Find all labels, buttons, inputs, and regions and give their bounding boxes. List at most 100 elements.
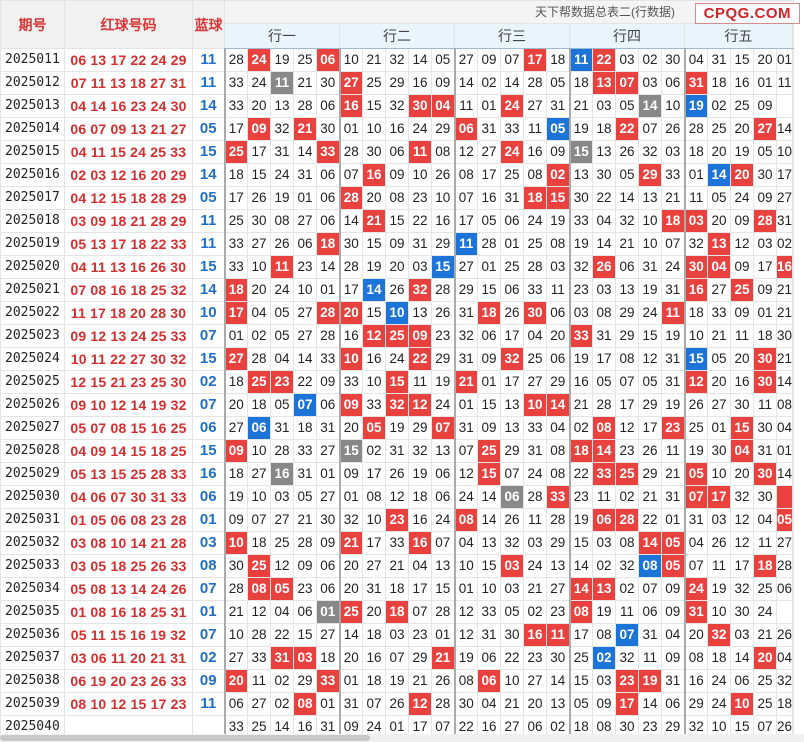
data-cell: 07: [431, 416, 455, 440]
data-cell: 27: [247, 462, 271, 486]
data-cell: 05: [592, 370, 616, 394]
data-cell: 25: [385, 324, 409, 348]
table-row: 2025037 03 06 11 20 21 31 02 27 33 31 03 18 20 16…: [0, 646, 795, 670]
data-cell: 17: [223, 117, 248, 141]
data-cell: 21: [707, 324, 731, 348]
data-cell: 19: [385, 669, 409, 693]
data-cell: 22: [270, 623, 294, 647]
data-cell: 20: [362, 186, 386, 210]
group-header-2: 行二: [339, 23, 455, 49]
data-cell: 33: [568, 324, 593, 348]
data-cell: 12: [247, 600, 271, 624]
data-cell: 07: [408, 600, 432, 624]
overflow-cell: [792, 393, 795, 417]
data-cell: 01: [431, 623, 455, 647]
data-cell: 16: [408, 531, 432, 555]
data-cell: 02: [270, 669, 294, 693]
data-cell: 20: [523, 692, 547, 716]
data-cell: 14: [408, 48, 432, 72]
data-cell: 10: [453, 554, 478, 578]
data-cell: 10: [661, 94, 685, 118]
data-cell: 08: [615, 347, 639, 371]
data-cell: 03: [592, 531, 616, 555]
data-cell: 16: [730, 71, 754, 95]
data-cell: 22: [500, 646, 524, 670]
data-cell: 22: [408, 209, 432, 233]
table-row: 2025013 04 14 16 23 24 30 14 33 20 13 28 06 16 15…: [0, 94, 795, 118]
data-cell: 12: [362, 324, 386, 348]
data-cell: 19: [408, 462, 432, 486]
horizontal-scrollbar[interactable]: [0, 734, 804, 742]
data-cell: 17: [775, 163, 794, 187]
data-cell: 18: [707, 646, 731, 670]
table-row: 2025033 03 05 18 25 26 33 08 30 25 12 09 06 20 27…: [0, 554, 795, 578]
data-cell: 04: [707, 255, 731, 279]
data-cell: 31: [683, 600, 708, 624]
table-row: 2025036 05 11 15 16 19 32 07 10 28 22 15 27 14 18…: [0, 623, 795, 647]
scrollbar-thumb[interactable]: [0, 735, 370, 741]
data-cell: 05: [362, 416, 386, 440]
table-row: 2025015 04 11 15 24 25 33 15 25 17 31 14 33 28 30…: [0, 140, 795, 164]
data-cell: 06: [316, 577, 340, 601]
data-cell: 12: [408, 692, 432, 716]
red-ball-numbers: 04 06 07 30 31 33: [64, 485, 193, 509]
data-cell: 24: [638, 301, 662, 325]
data-cell: 15: [683, 347, 708, 371]
data-cell: 05: [270, 577, 294, 601]
data-cell: 20: [362, 600, 386, 624]
data-cell: 12: [730, 508, 754, 532]
data-cell: 15: [247, 163, 271, 187]
data-cell: 08: [568, 600, 593, 624]
data-cell: 01: [316, 600, 340, 624]
data-cell: 31: [453, 347, 478, 371]
data-cell: 17: [638, 416, 662, 440]
data-cell: 10: [338, 347, 363, 371]
data-cell: 03: [592, 94, 616, 118]
data-cell: 01: [707, 416, 731, 440]
data-cell: 29: [385, 71, 409, 95]
issue-number: 2025024: [0, 347, 65, 371]
data-cell: 10: [223, 623, 248, 647]
data-cell: 30: [500, 623, 524, 647]
data-cell: 04: [431, 94, 455, 118]
data-cell: 20: [707, 209, 731, 233]
blue-ball-number: 15: [192, 439, 225, 463]
data-cell: 18: [247, 531, 271, 555]
data-cell: 02: [523, 600, 547, 624]
data-cell: 06: [453, 117, 478, 141]
data-cell: 21: [775, 301, 794, 325]
data-cell: 11: [523, 117, 547, 141]
data-cell: 04: [683, 48, 708, 72]
data-cell: 18: [523, 186, 547, 210]
table-row: 2025031 01 05 06 08 23 28 01 09 07 27 21 30 32 10…: [0, 508, 795, 532]
overflow-cell: [792, 186, 795, 210]
data-cell: 02: [477, 71, 501, 95]
data-cell: 17: [453, 209, 478, 233]
data-cell: 33: [500, 117, 524, 141]
data-cell: 01: [453, 577, 478, 601]
data-cell: 05: [661, 554, 685, 578]
data-cell: 33: [338, 370, 363, 394]
site-logo[interactable]: CPQG.COM: [694, 3, 800, 24]
data-cell: 09: [661, 577, 685, 601]
data-cell: 14: [638, 94, 662, 118]
data-cell: 31: [638, 255, 662, 279]
data-cell: 09: [730, 301, 754, 325]
data-cell: 29: [683, 692, 708, 716]
data-cell: 32: [500, 347, 524, 371]
data-cell: 09: [223, 508, 248, 532]
data-cell: 02: [546, 163, 570, 187]
data-cell: 13: [500, 393, 524, 417]
data-cell: 23: [293, 577, 317, 601]
data-cell: 02: [615, 485, 639, 509]
data-cell: 32: [338, 508, 363, 532]
data-cell: 06: [500, 278, 524, 302]
data-cell: 23: [568, 278, 593, 302]
data-cell: 27: [316, 623, 340, 647]
data-cell: 20: [753, 48, 777, 72]
data-cell: 15: [638, 324, 662, 348]
data-cell: 31: [683, 508, 708, 532]
data-cell: 17: [408, 577, 432, 601]
data-cell: 29: [615, 301, 639, 325]
data-cell: 03: [753, 232, 777, 256]
